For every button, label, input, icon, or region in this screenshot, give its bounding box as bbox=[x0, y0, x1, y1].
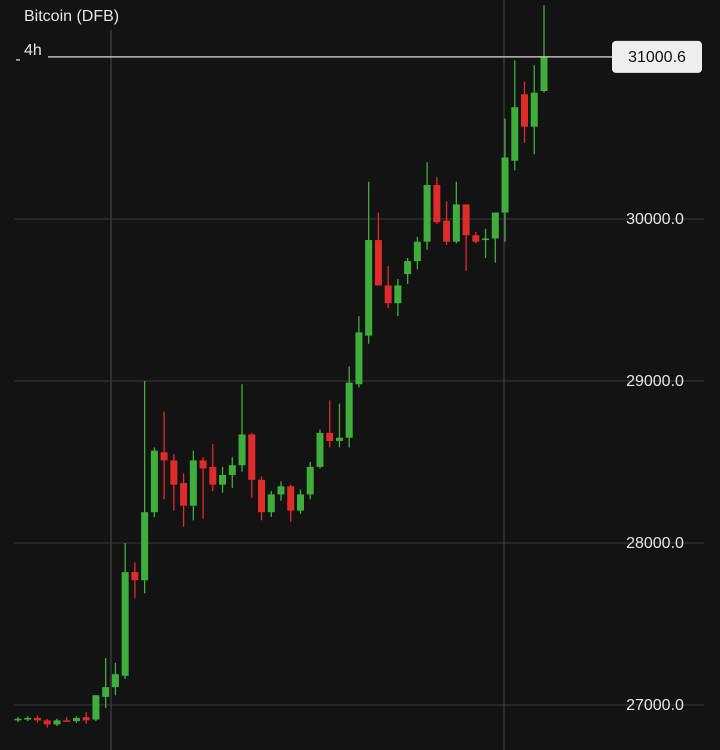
candle-body bbox=[53, 720, 61, 725]
candle-body bbox=[345, 382, 353, 438]
y-tick-label: 28000.0 bbox=[626, 535, 684, 552]
candle-body bbox=[530, 92, 538, 127]
candle-body bbox=[355, 332, 363, 385]
y-tick-label: 29000.0 bbox=[626, 373, 684, 390]
candle-body bbox=[316, 432, 324, 467]
candle-body bbox=[443, 220, 451, 242]
candle-body bbox=[121, 572, 129, 676]
candle-body bbox=[472, 235, 480, 242]
interval-label: 4h bbox=[24, 42, 42, 59]
candle-body bbox=[14, 718, 22, 721]
candle-body bbox=[423, 184, 431, 242]
y-tick-label: 27000.0 bbox=[626, 697, 684, 714]
candle-body bbox=[287, 486, 295, 511]
candle-body bbox=[394, 285, 402, 304]
candle-body bbox=[491, 212, 499, 239]
candle-body bbox=[219, 474, 227, 485]
last-price-label: 31000.6 bbox=[628, 49, 686, 66]
candle-body bbox=[258, 479, 266, 513]
candle-body bbox=[150, 450, 158, 513]
plot-area: 27000.0 28000.0 29000.0 30000.0 31000.6 bbox=[14, 5, 704, 728]
candle-body bbox=[521, 94, 529, 127]
chart-title: Bitcoin (DFB) bbox=[24, 8, 119, 25]
candle-body bbox=[199, 460, 207, 469]
candle-body bbox=[111, 674, 119, 688]
last-price-box bbox=[612, 40, 702, 73]
candle-body bbox=[365, 240, 373, 336]
y-tick-label: 30000.0 bbox=[626, 211, 684, 228]
candle-body bbox=[160, 452, 168, 461]
candle-body bbox=[374, 240, 382, 286]
candle-body bbox=[102, 687, 110, 697]
candle-body bbox=[452, 204, 460, 242]
candle-body bbox=[511, 107, 519, 161]
candle-body bbox=[72, 717, 80, 722]
candle-body bbox=[404, 261, 412, 275]
candle-body bbox=[306, 466, 314, 495]
candle-body bbox=[131, 572, 139, 581]
candle-body bbox=[501, 157, 509, 213]
candle-body bbox=[433, 184, 441, 223]
candle-body bbox=[24, 717, 32, 720]
candle-body bbox=[413, 241, 421, 262]
candle-body bbox=[277, 486, 285, 495]
candle-body bbox=[170, 460, 178, 485]
candle-body bbox=[180, 483, 188, 506]
candle-body bbox=[189, 460, 197, 506]
candle-body bbox=[296, 494, 304, 511]
candle-body bbox=[141, 512, 149, 581]
candle-body bbox=[209, 466, 217, 485]
candle-body bbox=[248, 434, 256, 480]
candle-body bbox=[462, 204, 470, 236]
candle-body bbox=[92, 695, 100, 720]
candle-body bbox=[33, 717, 41, 721]
candle-body bbox=[540, 56, 548, 92]
candle-body bbox=[82, 717, 90, 721]
candle-body bbox=[267, 494, 275, 513]
candle-body bbox=[482, 238, 490, 241]
candle-body bbox=[238, 434, 246, 466]
candle-body bbox=[228, 465, 236, 475]
candle-body bbox=[63, 720, 71, 722]
candle-body bbox=[335, 437, 343, 441]
candle-body bbox=[43, 720, 51, 725]
candle-body bbox=[384, 285, 392, 304]
candle-body bbox=[326, 432, 334, 441]
